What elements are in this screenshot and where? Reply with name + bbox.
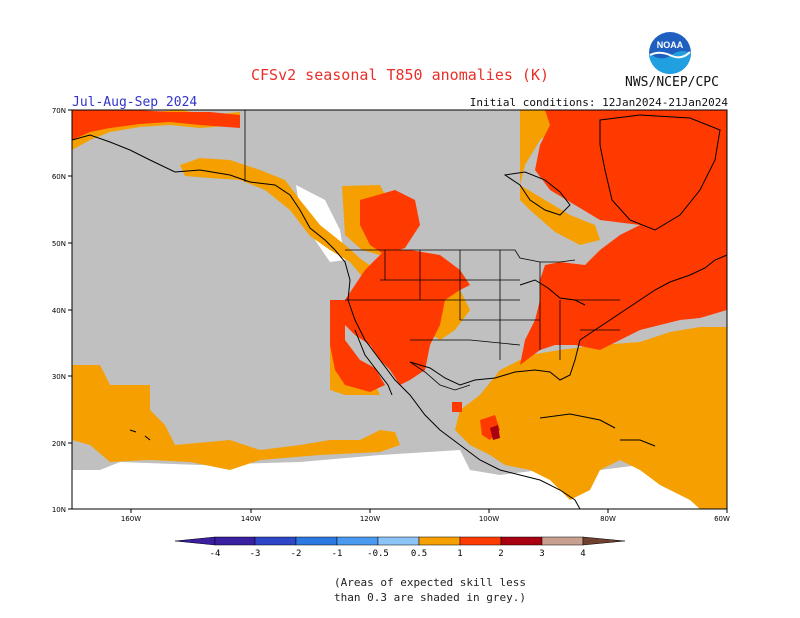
skill-note-line1: (Areas of expected skill less xyxy=(333,576,527,589)
lat-label: 50N xyxy=(52,240,66,248)
colorbar-label: -4 xyxy=(210,549,221,559)
colorbar-arrow-high xyxy=(582,536,626,546)
colorbar-label: -2 xyxy=(291,549,302,559)
lat-label: 30N xyxy=(52,373,66,381)
lon-ticks xyxy=(130,509,728,513)
colorbar-bin xyxy=(377,536,420,546)
colorbar-label: -0.5 xyxy=(367,549,389,559)
noaa-logo: NOAA xyxy=(649,32,691,74)
forecast-period: Jul-Aug-Sep 2024 xyxy=(72,95,198,110)
state-province-boundaries xyxy=(244,110,620,391)
lon-label: 160W xyxy=(121,515,141,523)
lon-labels: 160W 140W 120W 100W 80W 60W xyxy=(121,515,730,523)
colorbar-bin xyxy=(418,536,461,546)
lon-label: 120W xyxy=(360,515,380,523)
lat-label: 70N xyxy=(52,107,66,115)
colorbar-label: 0.5 xyxy=(411,549,427,559)
page-title: CFSv2 seasonal T850 anomalies (K) xyxy=(250,66,549,84)
coastlines-borders xyxy=(71,114,728,510)
colorbar-bin xyxy=(541,536,584,546)
colorbar-bin xyxy=(254,536,297,546)
lat-ticks xyxy=(68,109,72,510)
red-anomaly-areas xyxy=(72,110,727,440)
colorbar-label: 4 xyxy=(580,549,585,559)
colorbar-label: 1 xyxy=(457,549,462,559)
lat-label: 20N xyxy=(52,440,66,448)
colorbar-bin xyxy=(459,536,502,546)
lon-label: 140W xyxy=(241,515,261,523)
lat-label: 60N xyxy=(52,173,66,181)
colorbar-label: 2 xyxy=(498,549,503,559)
lat-labels: 70N 60N 50N 40N 30N 20N 10N xyxy=(52,107,66,514)
initial-conditions: Initial conditions: 12Jan2024-21Jan2024 xyxy=(469,96,728,109)
colorbar-label: -3 xyxy=(250,549,261,559)
colorbar-bin xyxy=(500,536,543,546)
logo-text: NOAA xyxy=(657,40,684,50)
colorbar-labels: -4 -3 -2 -1 -0.5 0.5 1 2 3 4 xyxy=(210,549,586,559)
agency-label: NWS/NCEP/CPC xyxy=(625,75,719,90)
colorbar-bin xyxy=(336,536,379,546)
colorbar-arrow-low xyxy=(174,536,216,546)
colorbar-bin xyxy=(295,536,338,546)
lat-label: 10N xyxy=(52,506,66,514)
lat-label: 40N xyxy=(52,307,66,315)
colorbar: -4 -3 -2 -1 -0.5 0.5 1 2 3 4 xyxy=(174,536,626,559)
map-panel: 70N 60N 50N 40N 30N 20N 10N 160W 140W 12… xyxy=(52,107,730,523)
darkred-anomaly-areas xyxy=(490,425,500,440)
colorbar-label: -1 xyxy=(332,549,343,559)
colorbar-bin xyxy=(214,536,256,546)
colorbar-label: 3 xyxy=(539,549,544,559)
lon-label: 80W xyxy=(600,515,616,523)
lon-label: 100W xyxy=(479,515,499,523)
skill-note-line2: than 0.3 are shaded in grey.) xyxy=(333,591,527,604)
lon-label: 60W xyxy=(714,515,730,523)
